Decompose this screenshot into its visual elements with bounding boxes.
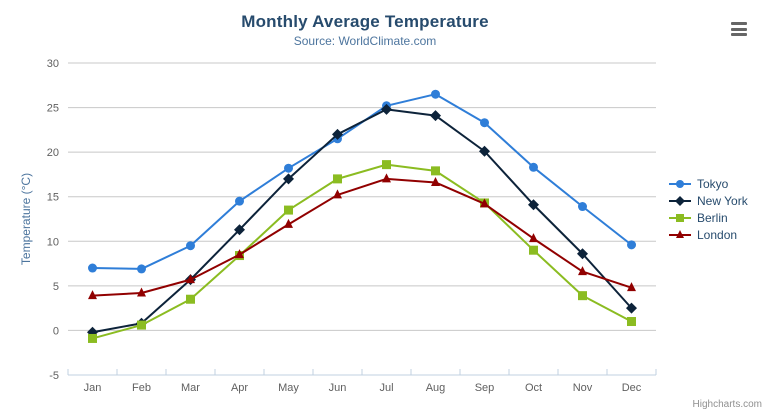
legend-label: London xyxy=(697,227,738,242)
marker-london-Nov[interactable] xyxy=(578,266,587,276)
y-axis-tick-label: 0 xyxy=(53,325,59,337)
legend-item-london[interactable]: London xyxy=(668,226,748,243)
legend-item-new-york[interactable]: New York xyxy=(668,192,748,209)
legend-marker-new-york[interactable] xyxy=(675,195,685,206)
marker-london-Sep[interactable] xyxy=(480,198,489,208)
marker-new-york-Nov[interactable] xyxy=(577,248,588,260)
marker-tokyo-Aug[interactable] xyxy=(431,89,440,99)
triangle-icon xyxy=(669,229,691,238)
marker-london-May[interactable] xyxy=(284,218,293,228)
marker-london-Apr[interactable] xyxy=(235,249,244,259)
x-axis-category-label: Mar xyxy=(181,382,200,394)
marker-new-york-Oct[interactable] xyxy=(528,199,539,211)
marker-tokyo-Sep[interactable] xyxy=(480,118,489,128)
x-axis-category-label: Feb xyxy=(132,382,151,394)
y-axis-tick-label: 5 xyxy=(53,281,59,293)
marker-london-Dec[interactable] xyxy=(627,282,636,292)
marker-london-Aug[interactable] xyxy=(431,176,440,186)
marker-tokyo-May[interactable] xyxy=(284,163,293,173)
marker-london-Jul[interactable] xyxy=(382,173,391,183)
marker-new-york-Sep[interactable] xyxy=(479,145,490,157)
hamburger-icon xyxy=(731,22,747,36)
marker-london-Feb[interactable] xyxy=(137,287,146,297)
marker-berlin-Jul[interactable] xyxy=(382,160,391,170)
marker-new-york-Jul[interactable] xyxy=(381,103,392,115)
y-axis-title: Temperature (°C) xyxy=(19,173,33,265)
legend-item-tokyo[interactable]: Tokyo xyxy=(668,175,748,192)
x-axis-category-label: Nov xyxy=(573,382,593,394)
legend: Tokyo New York Berlin London xyxy=(668,175,748,243)
marker-tokyo-Feb[interactable] xyxy=(137,264,146,274)
marker-berlin-Aug[interactable] xyxy=(431,166,440,176)
marker-berlin-Feb[interactable] xyxy=(137,320,146,330)
y-axis-tick-label: 25 xyxy=(47,103,59,115)
export-menu-button[interactable] xyxy=(727,19,751,39)
marker-new-york-May[interactable] xyxy=(283,173,294,185)
marker-tokyo-Nov[interactable] xyxy=(578,202,587,212)
marker-tokyo-Mar[interactable] xyxy=(186,241,195,251)
marker-berlin-Oct[interactable] xyxy=(529,245,538,255)
x-axis-category-label: Dec xyxy=(622,382,642,394)
marker-tokyo-Oct[interactable] xyxy=(529,162,538,172)
legend-item-berlin[interactable]: Berlin xyxy=(668,209,748,226)
y-axis-tick-label: 15 xyxy=(47,192,59,204)
x-axis-category-label: Sep xyxy=(475,382,495,394)
x-axis-category-label: Oct xyxy=(525,382,542,394)
marker-london-Jun[interactable] xyxy=(333,189,342,199)
marker-new-york-Dec[interactable] xyxy=(626,302,637,314)
series-line-new-york xyxy=(91,108,633,334)
series-line-tokyo xyxy=(91,93,633,270)
series-line-berlin xyxy=(91,163,633,340)
legend-label: Berlin xyxy=(697,210,728,225)
legend-marker-london[interactable] xyxy=(676,229,684,238)
marker-london-Oct[interactable] xyxy=(529,233,538,243)
y-axis-tick-label: 10 xyxy=(47,236,59,248)
marker-new-york-Apr[interactable] xyxy=(234,224,245,236)
series-tokyo xyxy=(88,89,636,274)
diamond-icon xyxy=(669,195,691,206)
x-axis-category-label: Jul xyxy=(379,382,393,394)
x-axis-category-label: Jun xyxy=(329,382,347,394)
marker-berlin-Jan[interactable] xyxy=(88,333,97,343)
y-axis-tick-label: 20 xyxy=(47,147,59,159)
x-axis-category-label: Aug xyxy=(426,382,446,394)
series-london xyxy=(88,173,636,300)
marker-tokyo-Dec[interactable] xyxy=(627,240,636,250)
marker-berlin-Jun[interactable] xyxy=(333,174,342,184)
marker-berlin-Dec[interactable] xyxy=(627,317,636,327)
marker-london-Mar[interactable] xyxy=(186,274,195,284)
marker-tokyo-Jan[interactable] xyxy=(88,263,97,273)
marker-berlin-Mar[interactable] xyxy=(186,294,195,304)
marker-berlin-May[interactable] xyxy=(284,205,293,215)
circle-icon xyxy=(669,179,691,188)
credits-link[interactable]: Highcharts.com xyxy=(692,399,762,410)
marker-berlin-Nov[interactable] xyxy=(578,291,587,301)
series-new-york xyxy=(87,103,637,338)
series-line-london xyxy=(91,177,633,297)
marker-new-york-Jun[interactable] xyxy=(332,128,343,140)
marker-london-Jan[interactable] xyxy=(88,290,97,300)
legend-label: Tokyo xyxy=(697,176,729,191)
x-axis-category-label: Apr xyxy=(231,382,248,394)
legend-label: New York xyxy=(697,193,748,208)
y-axis-tick-label: 30 xyxy=(47,58,59,70)
square-icon xyxy=(669,213,691,222)
marker-tokyo-Apr[interactable] xyxy=(235,196,244,206)
y-axis-tick-label: -5 xyxy=(49,370,59,382)
marker-new-york-Aug[interactable] xyxy=(430,110,441,122)
legend-marker-berlin[interactable] xyxy=(676,213,684,222)
chart-title: Monthly Average Temperature xyxy=(241,12,489,31)
x-axis-category-label: Jan xyxy=(84,382,102,394)
legend-marker-tokyo[interactable] xyxy=(676,179,684,188)
x-axis-category-label: May xyxy=(278,382,299,394)
chart-subtitle: Source: WorldClimate.com xyxy=(293,34,437,48)
